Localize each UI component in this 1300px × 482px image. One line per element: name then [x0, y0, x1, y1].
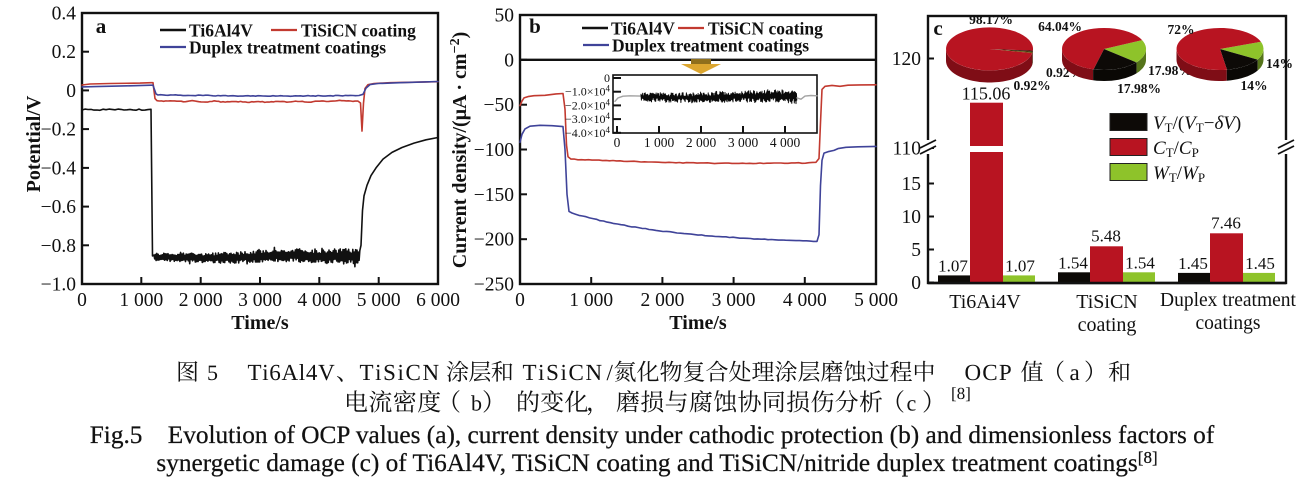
svg-text:0: 0 — [911, 273, 921, 294]
svg-text:2 000: 2 000 — [640, 290, 684, 311]
svg-text:1 000: 1 000 — [119, 290, 163, 311]
svg-text:coating: coating — [1078, 314, 1137, 336]
svg-text:Fig.5 Evolution of OCP valu: Fig.5 Evolution of OCP values (a), curre… — [90, 421, 1215, 449]
svg-text:1.45: 1.45 — [1178, 254, 1208, 273]
svg-text:0: 0 — [504, 50, 514, 71]
svg-text:5: 5 — [911, 240, 921, 261]
svg-text:Time/s: Time/s — [231, 312, 289, 334]
svg-text:synergetic damage (c) of Ti6Al: synergetic damage (c) of Ti6Al4V, TiSiCN… — [156, 448, 1157, 477]
svg-text:14%: 14% — [1266, 56, 1293, 71]
svg-text:1.07: 1.07 — [1005, 256, 1035, 275]
svg-text:3 000: 3 000 — [238, 290, 282, 311]
svg-text:2 000: 2 000 — [179, 290, 223, 311]
svg-text:TiSiCN: TiSiCN — [1076, 291, 1138, 313]
svg-text:3 000: 3 000 — [712, 290, 756, 311]
svg-text:0.2: 0.2 — [52, 42, 76, 63]
svg-text:4 000: 4 000 — [783, 290, 827, 311]
svg-text:−50: −50 — [484, 95, 515, 116]
svg-text:Potential/V: Potential/V — [23, 95, 45, 192]
svg-text:0: 0 — [66, 81, 76, 102]
svg-text:1 000: 1 000 — [569, 290, 613, 311]
svg-text:1.54: 1.54 — [1058, 253, 1088, 272]
svg-text:64.04%: 64.04% — [1038, 19, 1082, 34]
svg-text:TiSiCN coating: TiSiCN coating — [301, 21, 416, 41]
svg-text:72%: 72% — [1168, 22, 1195, 37]
svg-text:7.46: 7.46 — [1211, 213, 1241, 232]
svg-text:115.06: 115.06 — [962, 84, 1011, 104]
svg-text:1.45: 1.45 — [1245, 254, 1275, 273]
svg-text:a: a — [96, 14, 107, 38]
svg-text:0.4: 0.4 — [52, 4, 77, 25]
svg-text:6 000: 6 000 — [416, 290, 460, 311]
svg-text:4 000: 4 000 — [297, 290, 341, 311]
svg-text:−0.6: −0.6 — [41, 197, 77, 218]
svg-text:CT/CP: CT/CP — [1153, 138, 1199, 160]
svg-text:1.07: 1.07 — [938, 256, 968, 275]
svg-text:17.98%: 17.98% — [1117, 81, 1161, 96]
svg-text:15: 15 — [902, 174, 922, 195]
svg-text:Current density/(μA · cm−2): Current density/(μA · cm−2) — [448, 32, 471, 269]
svg-text:0.92%: 0.92% — [1013, 78, 1050, 93]
svg-text:c: c — [933, 16, 942, 40]
svg-text:Ti6Ai4V: Ti6Ai4V — [949, 291, 1021, 313]
svg-text:110: 110 — [892, 139, 921, 160]
svg-text:14%: 14% — [1241, 78, 1268, 93]
svg-text:b: b — [529, 14, 541, 38]
svg-text:0: 0 — [614, 135, 621, 150]
svg-text:10: 10 — [902, 207, 922, 228]
svg-text:−1.0: −1.0 — [41, 275, 76, 296]
svg-text:Duplex treatment coatings: Duplex treatment coatings — [189, 38, 386, 58]
svg-text:0: 0 — [77, 290, 87, 311]
svg-text:2 000: 2 000 — [686, 135, 717, 150]
svg-text:5.48: 5.48 — [1091, 226, 1121, 245]
svg-text:98.17%: 98.17% — [969, 12, 1013, 27]
svg-text:50: 50 — [495, 6, 515, 27]
svg-text:5 000: 5 000 — [854, 290, 898, 311]
svg-text:1.54: 1.54 — [1125, 253, 1155, 272]
svg-text:Duplex treatment coatings: Duplex treatment coatings — [612, 36, 809, 56]
svg-text:0: 0 — [515, 290, 525, 311]
svg-text:−150: −150 — [474, 185, 514, 206]
svg-text:4 000: 4 000 — [770, 135, 801, 150]
svg-text:−100: −100 — [474, 140, 514, 161]
svg-text:VT/(VT−δV): VT/(VT−δV) — [1153, 113, 1241, 135]
svg-text:−4.0×104: −4.0×104 — [565, 125, 611, 140]
svg-text:−200: −200 — [474, 230, 514, 251]
svg-text:Duplex treatment: Duplex treatment — [1160, 290, 1296, 311]
svg-text:−0.8: −0.8 — [41, 236, 76, 257]
svg-text:coatings: coatings — [1196, 313, 1261, 334]
svg-text:120: 120 — [892, 49, 921, 70]
svg-text:−1.0×104: −1.0×104 — [565, 84, 611, 99]
svg-text:−0.2: −0.2 — [41, 120, 76, 141]
svg-text:−250: −250 — [474, 275, 514, 296]
svg-text:WT/WP: WT/WP — [1153, 163, 1205, 185]
svg-text:Time/s: Time/s — [669, 312, 727, 334]
svg-text:5 000: 5 000 — [357, 290, 401, 311]
svg-text:TiSiCN coating: TiSiCN coating — [708, 19, 823, 39]
svg-text:1 000: 1 000 — [644, 135, 675, 150]
svg-text:Ti6Al4V: Ti6Al4V — [611, 19, 675, 39]
svg-text:3 000: 3 000 — [728, 135, 759, 150]
svg-text:−0.4: −0.4 — [41, 158, 77, 179]
svg-text:−2.0×104: −2.0×104 — [565, 97, 611, 112]
svg-text:0: 0 — [604, 71, 610, 85]
svg-text:−3.0×104: −3.0×104 — [565, 111, 611, 126]
svg-text:Ti6Al4V: Ti6Al4V — [189, 21, 253, 41]
